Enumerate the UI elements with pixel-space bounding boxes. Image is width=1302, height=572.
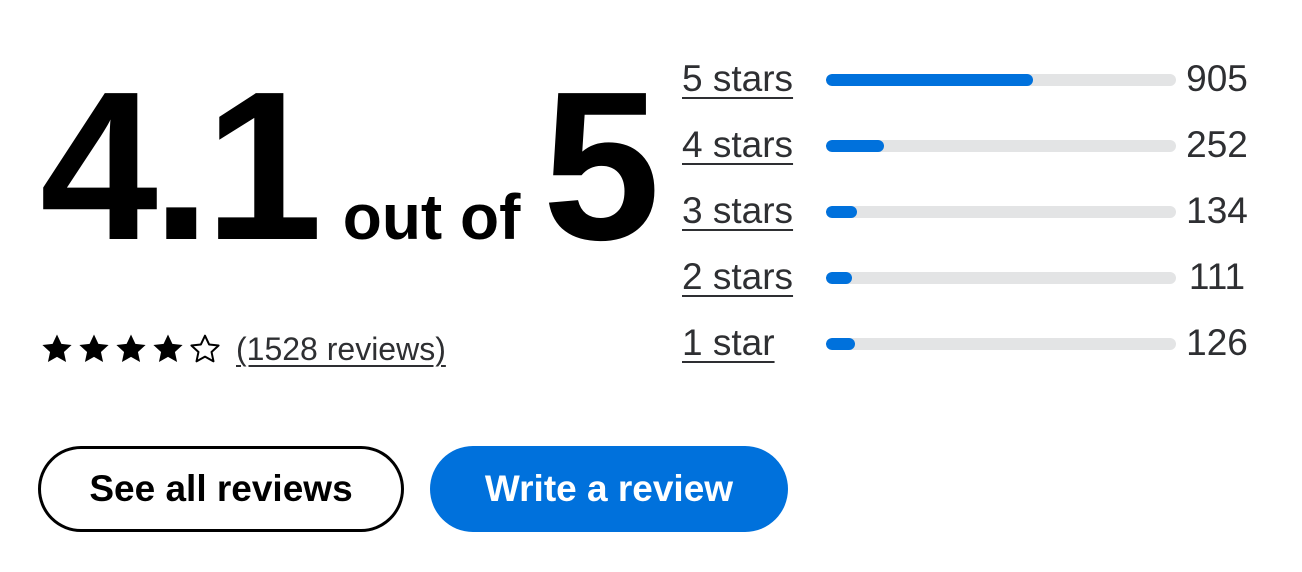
breakdown-row-3: 3 stars 134 <box>682 182 1262 248</box>
breakdown-row-4: 4 stars 252 <box>682 116 1262 182</box>
rating-filter-link[interactable]: 3 stars <box>682 190 794 231</box>
write-review-button[interactable]: Write a review <box>430 446 788 532</box>
rating-filter-link[interactable]: 2 stars <box>682 256 794 297</box>
rating-filter-link[interactable]: 4 stars <box>682 124 794 165</box>
rating-bar-track <box>826 206 1176 218</box>
see-all-reviews-button[interactable]: See all reviews <box>38 446 404 532</box>
max-score: 5 <box>542 47 661 284</box>
rating-bar-fill <box>826 206 857 218</box>
reviews-count-link[interactable]: (1528 reviews) <box>236 331 446 367</box>
rating-count: 134 <box>1186 190 1248 231</box>
rating-bar-fill <box>826 272 852 284</box>
rating-count: 111 <box>1188 256 1246 297</box>
rating-filter-link[interactable]: 1 star <box>682 322 775 363</box>
breakdown-row-1: 1 star 126 <box>682 314 1262 380</box>
rating-filter-link[interactable]: 5 stars <box>682 58 794 99</box>
rating-bar-fill <box>826 74 1033 86</box>
star-full-icon <box>42 334 72 363</box>
out-of-text: out of <box>342 181 521 253</box>
rating-bar-track <box>826 272 1176 284</box>
rating-bar-track <box>826 140 1176 152</box>
star-full-icon <box>116 334 146 363</box>
rating-bar-fill <box>826 338 855 350</box>
rating-bar-fill <box>826 140 884 152</box>
rating-count: 126 <box>1186 322 1248 363</box>
star-empty-icon <box>190 334 220 363</box>
breakdown-row-5: 5 stars 905 <box>682 50 1262 116</box>
stars-line: (1528 reviews) <box>40 332 446 366</box>
rating-bar-track <box>826 338 1176 350</box>
rating-bar-track <box>826 74 1176 86</box>
star-rating <box>40 332 222 366</box>
rating-breakdown: 5 stars 905 4 stars 252 3 stars 134 2 st… <box>682 50 1262 380</box>
star-full-icon <box>79 334 109 363</box>
average-score: 4.1 <box>40 47 323 284</box>
overall-rating: 4.1 out of 5 <box>40 60 660 272</box>
rating-count: 252 <box>1186 124 1248 165</box>
rating-count: 905 <box>1186 58 1248 99</box>
star-full-icon <box>153 334 183 363</box>
breakdown-row-2: 2 stars 111 <box>682 248 1262 314</box>
